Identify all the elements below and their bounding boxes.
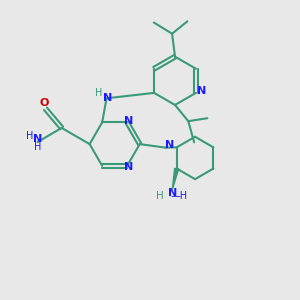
- Text: N: N: [33, 134, 42, 143]
- Text: H: H: [34, 142, 41, 152]
- Text: O: O: [40, 98, 49, 108]
- Text: N: N: [165, 140, 175, 150]
- Text: N: N: [168, 188, 177, 198]
- Text: —H: —H: [170, 191, 187, 201]
- Text: N: N: [124, 162, 133, 172]
- Text: H: H: [26, 130, 33, 141]
- Text: N: N: [103, 93, 113, 103]
- Text: H: H: [94, 88, 102, 98]
- Text: H: H: [156, 191, 164, 201]
- Text: N: N: [124, 116, 133, 126]
- Polygon shape: [172, 169, 179, 190]
- Text: N: N: [196, 86, 206, 96]
